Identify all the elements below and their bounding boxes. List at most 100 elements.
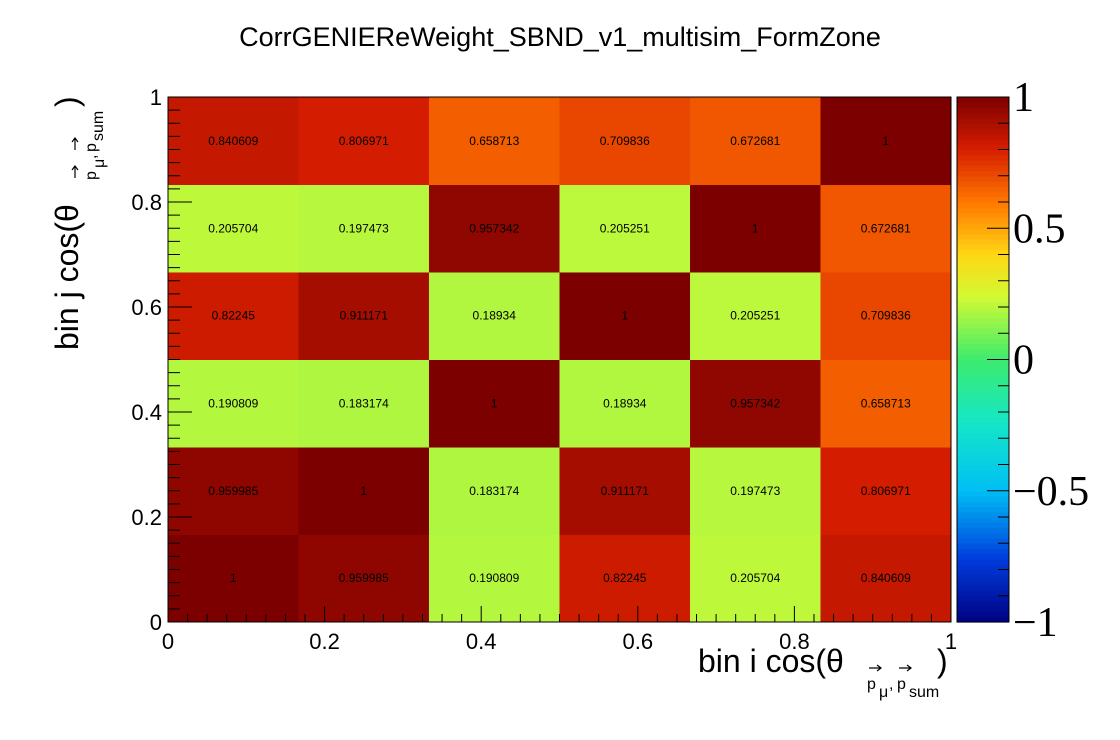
color-bar-band	[957, 543, 1009, 550]
color-bar-band	[957, 181, 1009, 187]
x-tick-label: 0.8	[779, 629, 810, 654]
y-axis-title-close: )	[49, 96, 85, 107]
color-bar-band	[957, 422, 1009, 429]
color-bar-band	[957, 144, 1009, 151]
cell-value-labels: 1 0.959985 0.190809 0.82245 0.205704 0.840609…	[208, 134, 911, 585]
cell-value-label: 0.672681	[861, 221, 911, 235]
x-axis-title-comma: ,	[889, 676, 893, 693]
cell-value-label: 1	[230, 571, 237, 585]
cell-value-label: 1	[882, 134, 889, 148]
heatmap-cell	[820, 534, 952, 623]
z-tick-label: 1	[1013, 75, 1034, 121]
x-tick-label: 0.6	[623, 629, 654, 654]
color-bar-band	[957, 475, 1009, 481]
color-bar-band	[957, 191, 1009, 198]
heatmap-cell	[690, 184, 821, 273]
cell-value-label: 0.911171	[601, 484, 650, 498]
color-bar-band	[957, 616, 1009, 623]
color-bar-band	[957, 454, 1009, 460]
x-tick-label: 0.2	[309, 629, 340, 654]
cell-value-label: 0.190809	[469, 571, 519, 585]
heatmap-cell	[298, 534, 430, 623]
color-bar-band	[957, 207, 1009, 214]
color-bar-band	[957, 506, 1009, 513]
heatmap-cell	[298, 97, 430, 186]
color-bar-band	[957, 564, 1009, 571]
heatmap-cell	[428, 359, 560, 448]
color-bar-band	[957, 590, 1009, 597]
heatmap-cells	[168, 97, 952, 623]
color-bar-band	[957, 464, 1009, 471]
color-bar-band	[957, 170, 1009, 177]
cell-value-label: 0.18934	[603, 396, 647, 410]
color-bar-band	[957, 490, 1009, 497]
color-bar-band	[957, 228, 1009, 235]
cell-value-label: 0.205251	[600, 221, 650, 235]
color-bar-band	[957, 522, 1009, 529]
color-bar-band	[957, 391, 1009, 397]
color-bar-band	[957, 317, 1009, 324]
color-bar-band	[957, 128, 1009, 135]
x-tick-label: 1	[945, 629, 957, 654]
cell-value-label: 1	[752, 221, 759, 235]
heatmap-cell	[298, 447, 430, 535]
color-bar-band	[957, 160, 1009, 166]
color-bar-band	[957, 427, 1009, 434]
color-bar-band	[957, 112, 1009, 119]
heatmap-cell	[690, 359, 821, 448]
cell-value-label: 0.18934	[473, 309, 517, 323]
color-bar-band	[957, 496, 1009, 502]
color-bar-band	[957, 354, 1009, 361]
color-bar-axis: −1 −0.5 0 0.5 1	[987, 75, 1089, 646]
x-tick-label: 0.4	[466, 629, 497, 654]
cell-value-label: 0.82245	[603, 571, 647, 585]
color-bar-band	[957, 202, 1009, 208]
color-bar-band	[957, 123, 1009, 130]
cell-value-label: 0.205704	[730, 571, 780, 585]
cell-value-label: 0.957342	[469, 221, 519, 235]
color-bar-band	[957, 254, 1009, 261]
color-bar-band	[957, 580, 1009, 586]
y-axis-title-theta: θ	[49, 204, 85, 222]
heatmap-cell	[428, 97, 560, 186]
heatmap-cell	[559, 271, 691, 360]
color-bar-band	[957, 433, 1009, 439]
color-bar-band	[957, 380, 1009, 387]
color-bar-band	[957, 517, 1009, 523]
heatmap-cell	[168, 359, 300, 448]
x-axis-title-vector-arrows	[869, 664, 912, 672]
cell-value-label: 0.658713	[861, 396, 911, 410]
svg-text:bin i cos(θ: bin i cos(θ	[698, 643, 844, 679]
cell-value-label: 0.806971	[339, 134, 389, 148]
x-axis-title-theta: θ	[826, 643, 844, 679]
color-bar-band	[957, 102, 1009, 109]
cell-value-label: 0.672681	[730, 134, 780, 148]
heatmap-cell	[820, 184, 952, 273]
heatmap-cell	[820, 447, 952, 535]
heatmap-cell	[820, 359, 952, 448]
z-tick-label: 0.5	[1013, 206, 1066, 252]
heatmap-cell	[298, 184, 430, 273]
heatmap-cell	[690, 447, 821, 535]
color-bar-band	[957, 296, 1009, 303]
color-bar-band	[957, 443, 1009, 450]
y-axis-title: bin j cos(θ p μ , p sum )	[49, 96, 108, 350]
color-bar-band	[957, 485, 1009, 492]
y-axis-title-mu: μ	[91, 159, 108, 168]
color-bar-band	[957, 406, 1009, 413]
color-bar-band	[957, 118, 1009, 124]
color-bar-band	[957, 275, 1009, 282]
y-tick-label: 1	[150, 85, 162, 110]
color-bar-band	[957, 107, 1009, 114]
x-axis-title: bin i cos(θ p μ , p sum )	[698, 643, 948, 701]
color-bar-band	[957, 385, 1009, 392]
cell-value-label: 0.959985	[339, 571, 389, 585]
color-bar-band	[957, 569, 1009, 576]
color-bar-band	[957, 343, 1009, 350]
color-bar-band	[957, 217, 1009, 224]
z-tick-label: −1	[1013, 600, 1058, 646]
y-axis-title-sum: sum	[90, 111, 107, 141]
color-bar-band	[957, 196, 1009, 203]
color-bar-band	[957, 606, 1009, 613]
